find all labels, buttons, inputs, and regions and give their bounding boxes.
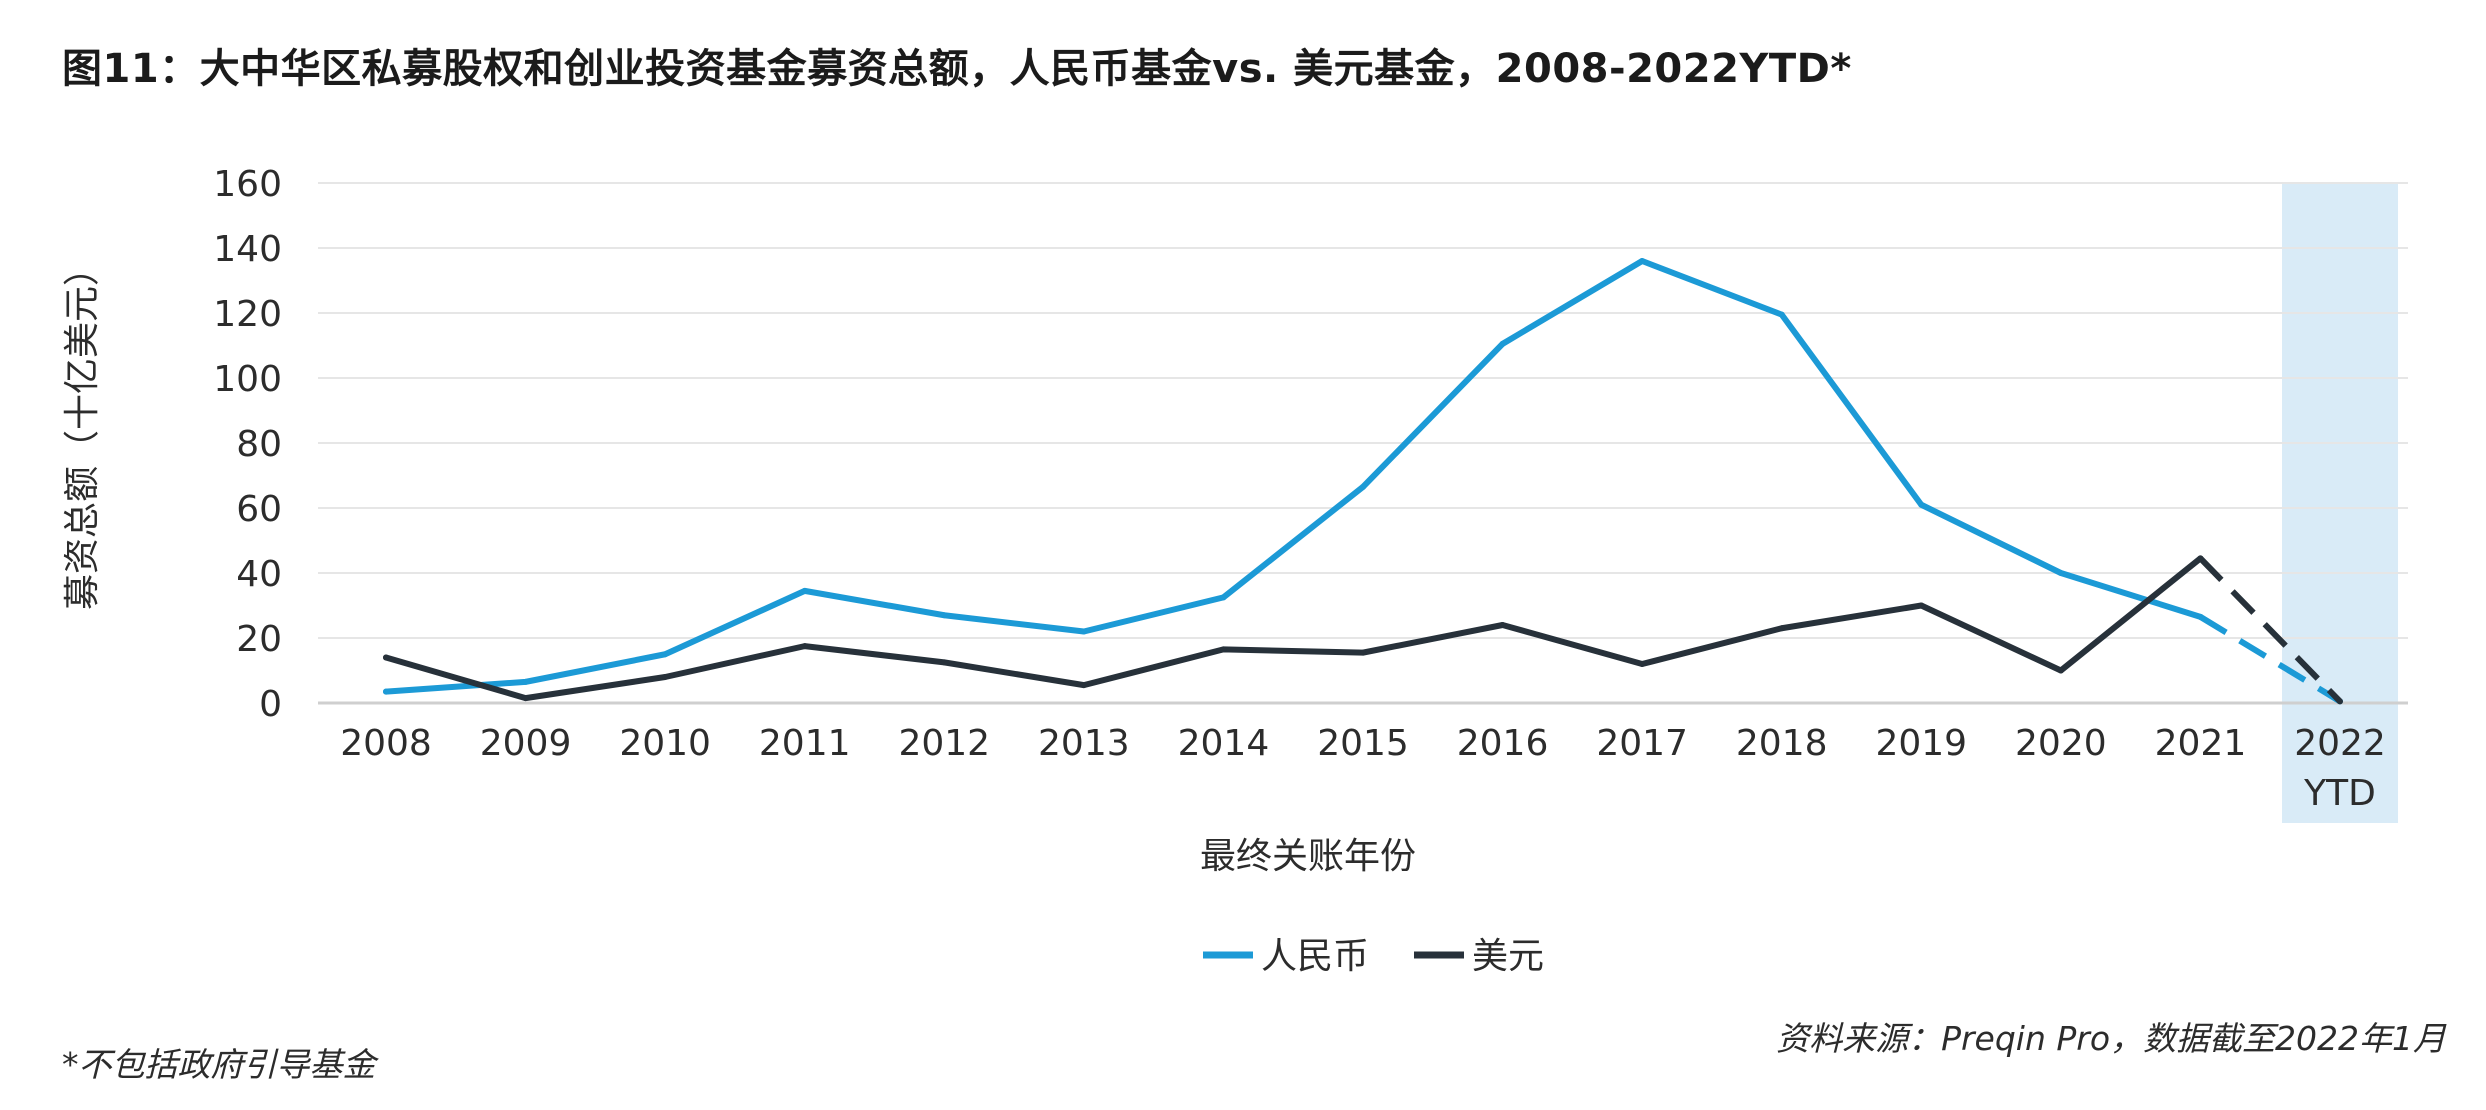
- data-point: [1918, 602, 1925, 609]
- data-point: [2057, 570, 2064, 576]
- data-point: [941, 612, 948, 619]
- data-point: [801, 587, 808, 594]
- y-tick-label: 80: [236, 424, 282, 465]
- legend-label: 美元: [1472, 936, 1544, 977]
- data-point: [383, 688, 389, 695]
- x-tick-label: 2008: [340, 723, 432, 764]
- data-point: [801, 643, 808, 650]
- y-tick-label: 160: [213, 164, 282, 205]
- ytd-highlight-band: [2282, 183, 2398, 823]
- x-tick-label: 2012: [898, 723, 990, 764]
- data-point: [2057, 667, 2064, 674]
- legend-label: 人民币: [1261, 936, 1369, 977]
- data-point: [1220, 646, 1227, 653]
- y-tick-label: 140: [213, 229, 282, 270]
- x-tick-label: 2013: [1038, 723, 1130, 764]
- data-point: [2197, 613, 2204, 620]
- highlight-band-layer: [2282, 183, 2398, 823]
- x-tick-label: 2010: [619, 723, 711, 764]
- y-tick-label: 60: [236, 489, 282, 530]
- data-point: [1080, 682, 1087, 689]
- data-point: [1639, 258, 1646, 264]
- data-point: [2337, 698, 2343, 705]
- y-tick-label: 40: [236, 554, 282, 595]
- data-point: [522, 695, 529, 702]
- gridlines: [318, 182, 2408, 705]
- data-point: [1499, 340, 1506, 347]
- series-dashed-segment-1: [2198, 614, 2342, 704]
- x-tick-label: 2016: [1457, 723, 1549, 764]
- data-point: [1639, 661, 1646, 667]
- data-point: [1360, 649, 1366, 656]
- chart-title: 图11：大中华区私募股权和创业投资基金募资总额，人民币基金vs. 美元基金，20…: [62, 46, 1852, 92]
- source-note: 资料来源：Preqin Pro，数据截至2022年1月: [1776, 1019, 2446, 1058]
- x-tick-label: 2017: [1596, 723, 1688, 764]
- y-axis-title: 募资总额（十亿美元）: [62, 250, 103, 610]
- data-point: [662, 674, 669, 680]
- x-tick-label: 2009: [480, 723, 572, 764]
- y-tick-label: 0: [259, 684, 282, 725]
- data-point: [1220, 594, 1227, 601]
- x-tick-label: 2021: [2155, 723, 2247, 764]
- x-tick-label: 2020: [2015, 723, 2107, 764]
- x-tick-label: 2018: [1736, 723, 1828, 764]
- y-tick-label: 100: [213, 359, 282, 400]
- y-axis-ticks: 0 20 40 60 80 100 120 140 160: [213, 164, 282, 725]
- legend: 人民币 美元: [1203, 936, 1544, 977]
- x-axis-ticks: 2008 2009 2010 2011 2012 2013 2014 2015 2016 2017…: [340, 723, 2386, 814]
- data-point: [662, 651, 669, 658]
- data-point: [1360, 483, 1366, 490]
- data-point: [1918, 501, 1925, 508]
- y-tick-label: 120: [213, 294, 282, 335]
- x-tick-label: 2011: [759, 723, 851, 764]
- x-tick-label: 2019: [1875, 723, 1967, 764]
- x-tick-label: 2014: [1178, 723, 1270, 764]
- series-dashed-segment-2: [2198, 556, 2343, 704]
- data-point: [383, 654, 389, 661]
- footnote: *不包括政府引导基金: [62, 1045, 376, 1084]
- data-point: [1778, 625, 1785, 632]
- data-point: [2197, 555, 2204, 562]
- data-point: [941, 659, 948, 666]
- x-tick-label: 2015: [1317, 723, 1409, 764]
- series-lines: [383, 258, 2343, 705]
- x-axis-title: 最终关账年份: [1200, 836, 1416, 877]
- series-line-1: [383, 258, 2204, 695]
- y-tick-label: 20: [236, 619, 282, 660]
- data-point: [522, 678, 529, 685]
- data-point: [1499, 622, 1506, 628]
- series-line-2: [383, 555, 2204, 702]
- data-point: [1080, 628, 1087, 635]
- data-point: [1778, 311, 1785, 318]
- x-tick-label: 2022 YTD: [2294, 723, 2386, 814]
